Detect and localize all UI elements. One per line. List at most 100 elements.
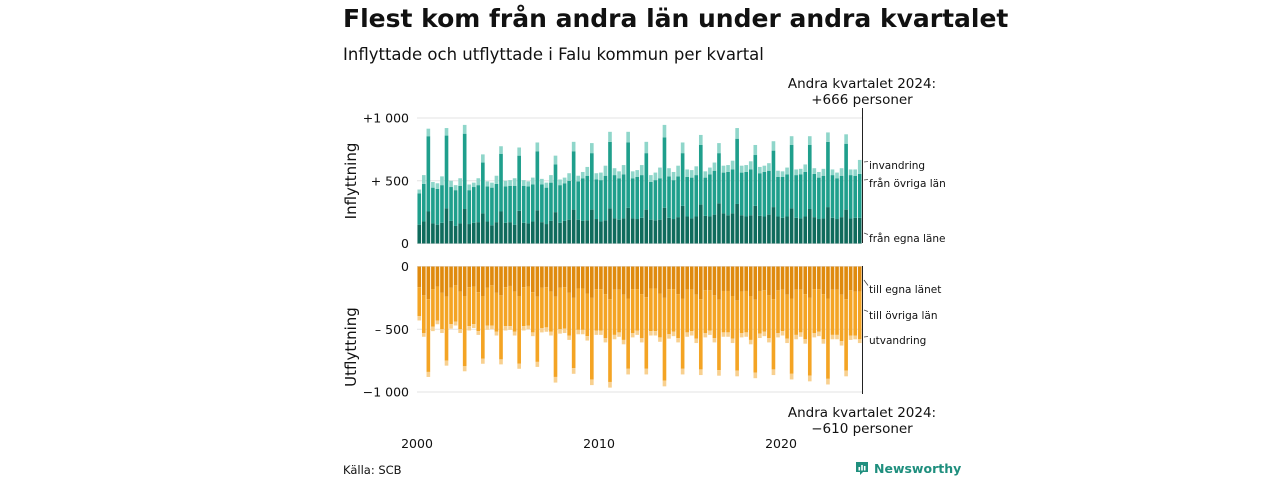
bar-ut-egna (762, 266, 767, 291)
bar-ut-utvandring (812, 333, 817, 338)
bar-in-invandring (603, 165, 608, 176)
bar-in-egna (462, 208, 467, 244)
bar-ut-egna (721, 266, 726, 291)
bar-in-invandring (748, 161, 753, 170)
bar-ut-egna (653, 266, 658, 289)
bar-ut-utvandring (826, 378, 830, 385)
chart-title: Flest kom från andra län under andra kva… (343, 4, 1009, 33)
bar-ut-utvandring (649, 331, 653, 336)
bar-ut-utvandring (767, 338, 771, 343)
bar-in-ovriga (580, 178, 585, 221)
bar-in-ovriga (471, 187, 476, 223)
bar-ut-utvandring (530, 332, 535, 337)
bar-in-egna (621, 218, 626, 244)
bar-ut-egna (630, 266, 635, 290)
bar-in-ovriga (817, 177, 821, 220)
bar-in-egna (540, 222, 544, 244)
bar-ut-egna (771, 266, 776, 300)
bar-ut-utvandring (540, 328, 544, 333)
bar-ut-egna (826, 266, 830, 299)
bar-in-invandring (485, 181, 490, 187)
bar-in-ovriga (653, 180, 658, 221)
bar-ut-egna (780, 266, 785, 290)
bar-ut-egna (594, 266, 599, 290)
bar-in-ovriga (576, 181, 581, 220)
bar-ut-utvandring (585, 336, 590, 341)
bar-in-ovriga (762, 171, 767, 217)
bar-in-invandring (567, 173, 571, 181)
brand-logo: Newsworthy (855, 461, 961, 476)
bar-in-ovriga (644, 153, 649, 210)
legend-label-in: från egna läne (869, 232, 945, 245)
bar-in-ovriga (530, 184, 535, 222)
x-tick-label: 2000 (401, 436, 433, 451)
legend-label-ut: utvandring (869, 335, 926, 347)
bar-in-egna (721, 213, 726, 244)
bar-in-invandring (694, 166, 699, 176)
bar-in-egna (431, 223, 435, 244)
y-tick-label-in: +1 000 (363, 111, 409, 126)
bar-ut-utvandring (744, 332, 749, 337)
bar-ut-ovriga (503, 287, 508, 327)
bar-ut-ovriga (508, 285, 512, 327)
bar-ut-ovriga (571, 297, 576, 369)
bar-in-egna (830, 217, 835, 244)
bar-in-egna (680, 205, 685, 244)
bar-in-ovriga (431, 187, 435, 224)
bar-in-ovriga (449, 187, 453, 221)
bar-in-egna (676, 217, 680, 244)
bar-ut-ovriga (789, 298, 794, 374)
bar-in-ovriga (844, 143, 848, 210)
bar-ut-utvandring (580, 329, 585, 335)
bar-in-invandring (421, 175, 426, 184)
bar-ut-egna (626, 266, 630, 299)
legend-label-in: från övriga län (869, 177, 946, 190)
chart-labels: 0 + 500 +1 000 0 – 500 −1 000 Inflyttning Utfly… (342, 76, 946, 451)
bar-ut-utvandring (435, 320, 440, 325)
bar-ut-utvandring (739, 333, 744, 338)
bar-in-invandring (649, 175, 653, 182)
bar-in-egna (667, 217, 671, 244)
bar-in-ovriga (807, 144, 812, 209)
bar-ut-utvandring (717, 370, 721, 376)
bar-in-invandring (830, 169, 835, 176)
bar-in-ovriga (544, 187, 549, 225)
bar-in-invandring (794, 169, 798, 176)
bar-ut-egna (471, 266, 476, 287)
bar-in-egna (685, 216, 689, 244)
bar-in-ovriga (603, 175, 608, 221)
bar-ut-ovriga (512, 291, 517, 332)
bar-ut-ovriga (417, 287, 422, 317)
bar-in-invandring (703, 171, 708, 178)
bar-ut-egna (567, 266, 571, 293)
bar-in-egna (612, 218, 617, 244)
bar-ut-ovriga (780, 289, 785, 332)
bar-in-invandring (462, 124, 467, 134)
bar-in-invandring (767, 163, 771, 171)
bar-in-ovriga (612, 175, 617, 219)
bar-ut-egna (685, 266, 689, 290)
bar-ut-ovriga (771, 299, 776, 370)
bar-in-egna (626, 207, 630, 244)
bar-ut-utvandring (680, 368, 685, 375)
bar-in-ovriga (694, 175, 699, 217)
bar-in-ovriga (435, 188, 440, 225)
bar-in-invandring (857, 159, 862, 174)
bar-in-invandring (471, 182, 476, 188)
bar-in-invandring (626, 131, 630, 143)
bar-ut-utvandring (776, 333, 780, 338)
bar-ut-ovriga (639, 294, 644, 339)
bar-ut-utvandring (481, 358, 485, 364)
bar-ut-egna (776, 266, 780, 291)
bar-ut-ovriga (453, 285, 458, 322)
bar-ut-utvandring (485, 325, 490, 330)
bar-in-invandring (535, 142, 540, 152)
bar-in-ovriga (562, 183, 567, 221)
bar-in-ovriga (621, 174, 626, 219)
bar-in-invandring (440, 176, 444, 186)
bar-in-egna (712, 214, 717, 244)
bar-in-ovriga (635, 176, 640, 220)
bar-in-ovriga (521, 185, 526, 223)
bar-ut-egna (844, 266, 848, 300)
bar-in-invandring (744, 165, 749, 172)
